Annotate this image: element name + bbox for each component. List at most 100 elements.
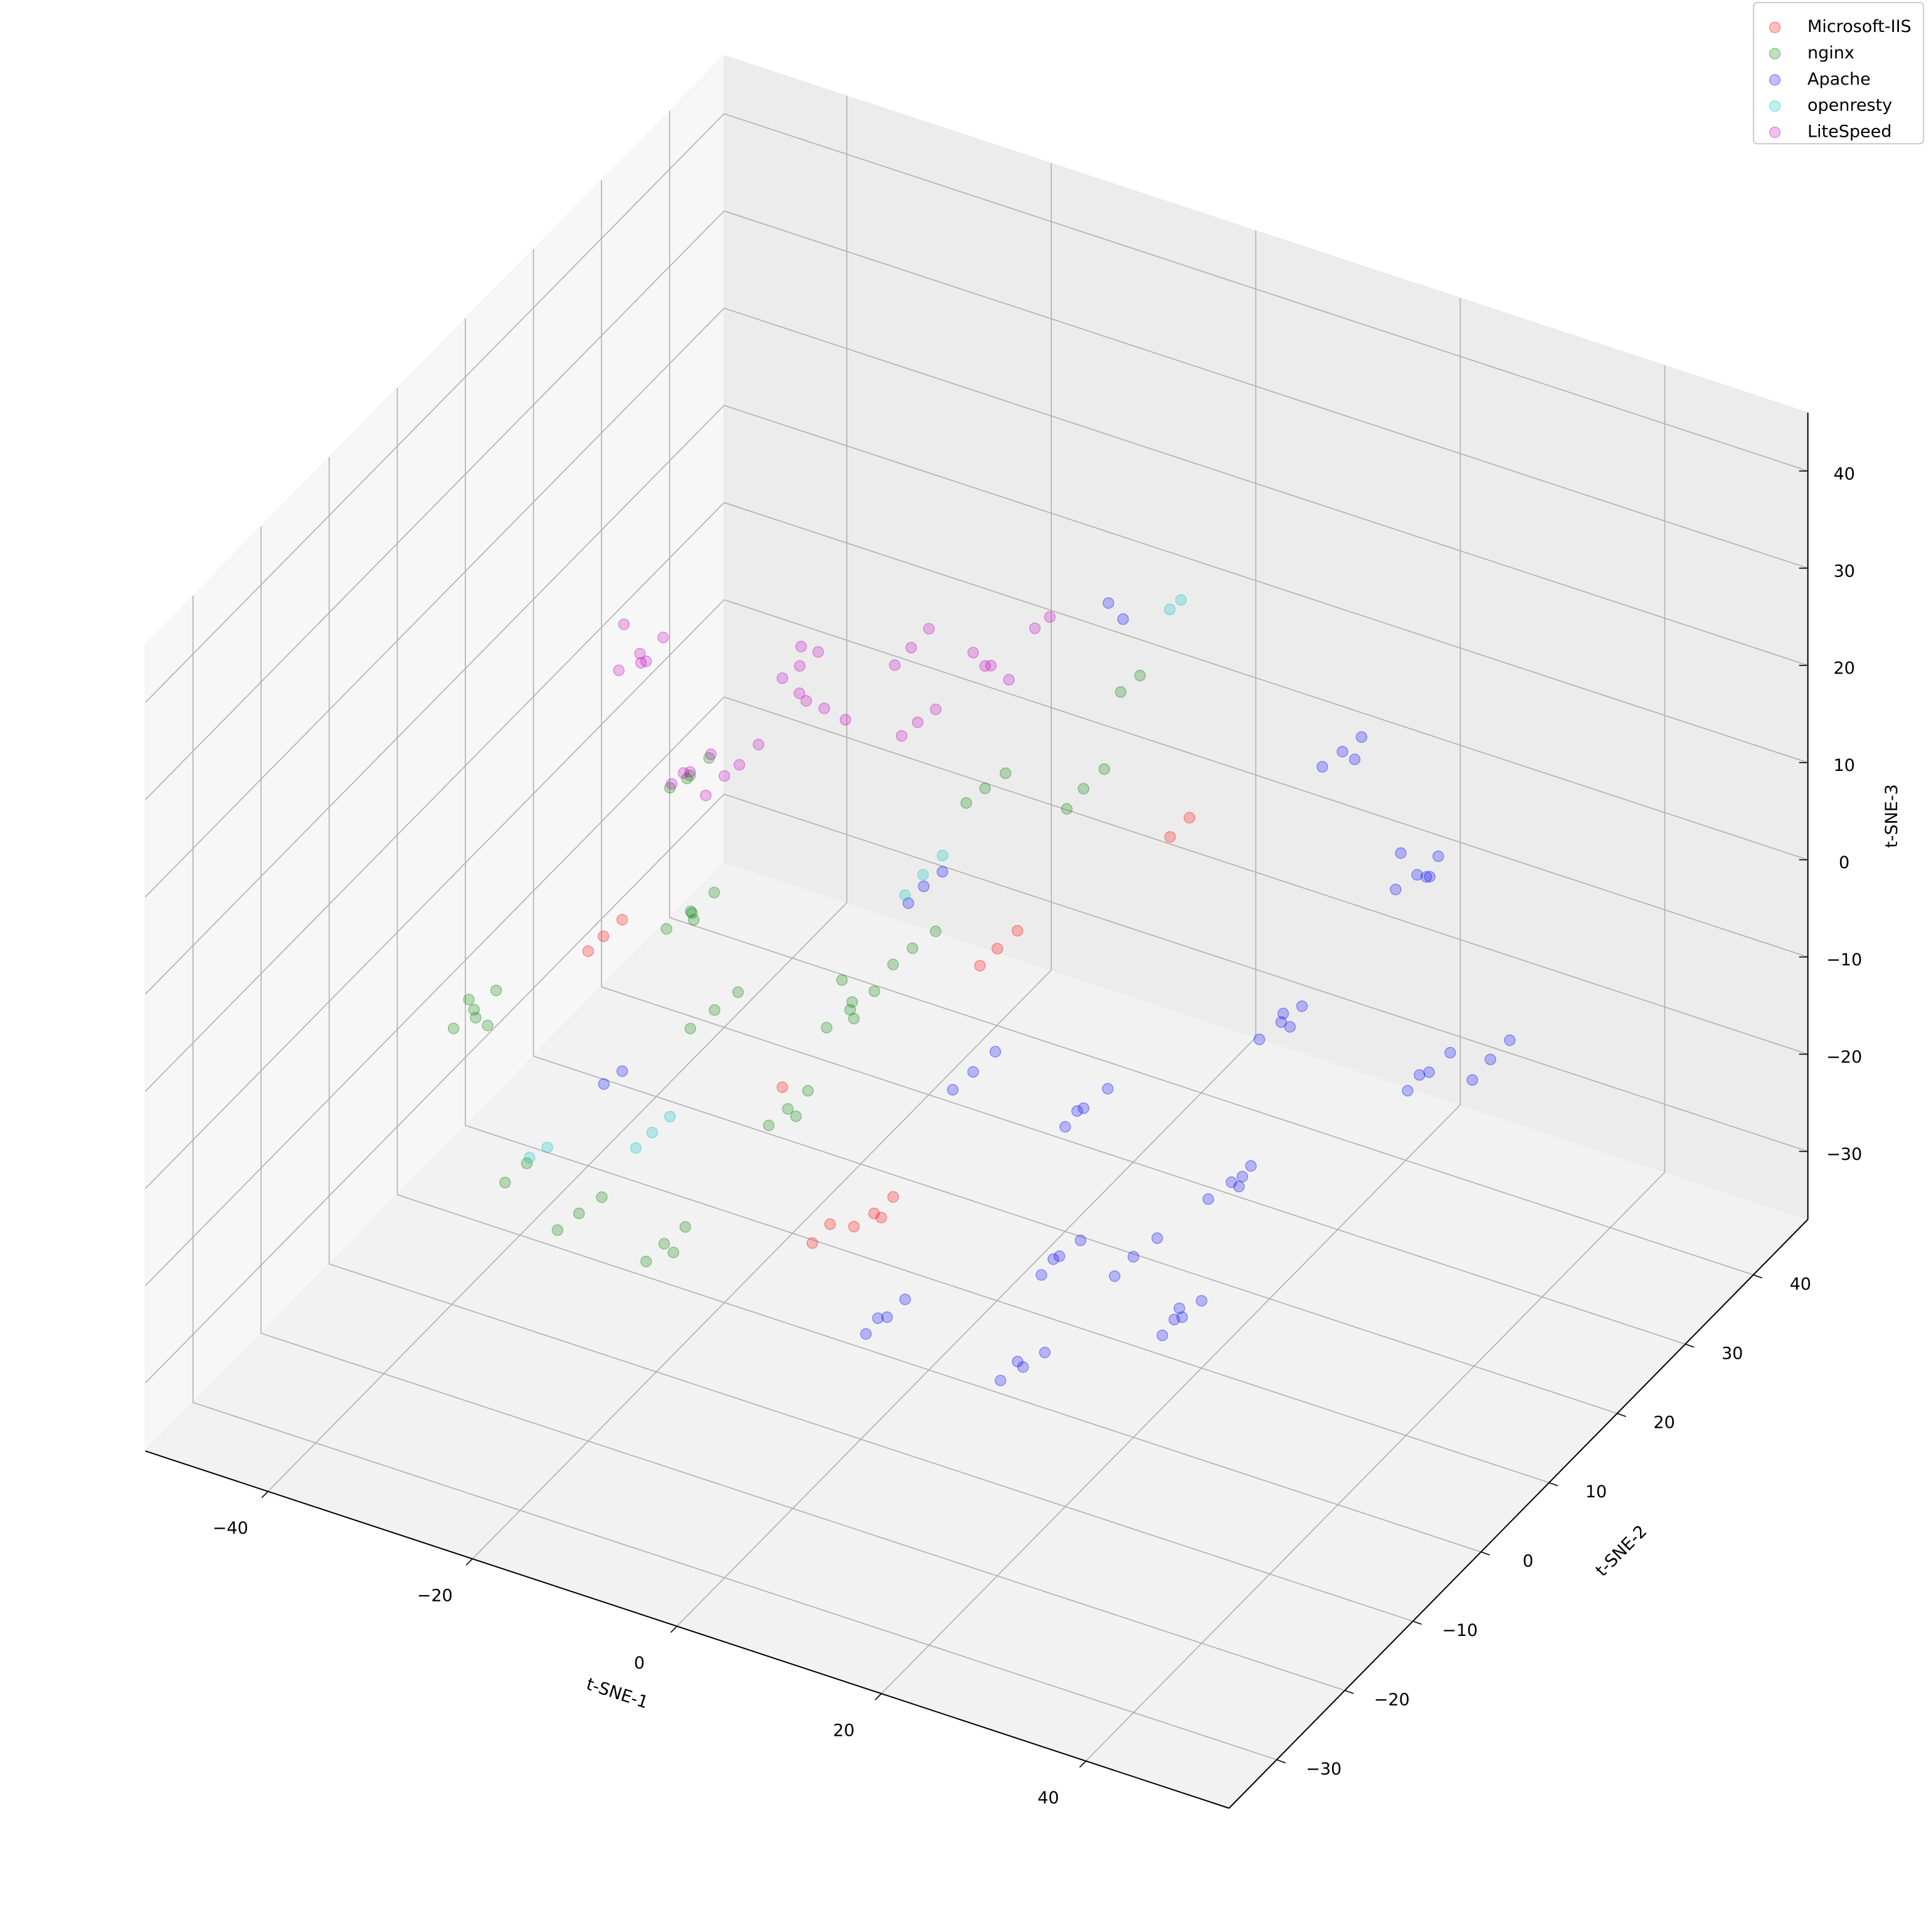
tick-mark	[1753, 1274, 1763, 1279]
data-point	[1284, 1021, 1296, 1033]
data-point	[1017, 1361, 1029, 1373]
x-tick-label: 20	[833, 1721, 854, 1740]
data-point	[1029, 622, 1041, 634]
panes	[144, 55, 1809, 1809]
grid-line	[329, 1263, 1414, 1622]
data-point	[889, 659, 901, 671]
grid-line	[145, 599, 725, 1189]
data-point	[802, 1085, 814, 1097]
legend-box	[1753, 2, 1925, 145]
data-point	[551, 1224, 564, 1236]
data-point	[753, 738, 764, 751]
data-point	[684, 1022, 697, 1035]
data-point	[846, 996, 859, 1008]
data-point	[899, 1293, 911, 1305]
z-tick-label: 20	[1833, 659, 1854, 678]
legend: Microsoft-IIS nginx Apache openresty LiteSpe…	[1753, 2, 1925, 145]
points	[447, 594, 1516, 1387]
grid-line	[472, 969, 1052, 1559]
data-point	[1173, 1302, 1185, 1314]
data-point	[1003, 674, 1015, 686]
data-point	[807, 1237, 818, 1249]
data-point	[1163, 603, 1176, 615]
data-point	[793, 660, 806, 672]
data-point	[1316, 761, 1328, 773]
data-point	[640, 656, 652, 667]
data-point	[499, 1177, 511, 1189]
data-point	[1277, 1007, 1289, 1020]
data-point	[1071, 1105, 1083, 1117]
data-point	[1059, 1121, 1071, 1133]
axis-line	[1229, 1219, 1809, 1809]
data-point	[681, 772, 693, 785]
data-point	[687, 914, 700, 926]
data-point	[868, 1208, 880, 1219]
data-point	[1127, 1251, 1140, 1263]
grid-line	[145, 210, 725, 800]
data-point	[573, 1208, 585, 1219]
data-point	[1444, 1046, 1456, 1059]
data-point	[872, 1312, 884, 1324]
grid-line	[724, 405, 1808, 763]
data-point	[1077, 783, 1089, 795]
data-point	[718, 770, 731, 782]
data-point	[598, 1078, 610, 1090]
data-point	[839, 714, 852, 726]
legend-marker	[1769, 100, 1781, 112]
data-point	[902, 897, 914, 910]
tick-mark	[1345, 1690, 1354, 1694]
data-point	[463, 994, 475, 1006]
data-point	[1109, 1270, 1121, 1282]
data-point	[967, 1066, 979, 1078]
data-point	[974, 960, 986, 972]
data-point	[646, 1127, 659, 1138]
legend-label: LiteSpeed	[1807, 122, 1891, 142]
data-point	[1054, 1250, 1066, 1262]
z-tick-label: −10	[1826, 950, 1862, 970]
data-point	[1395, 847, 1407, 859]
data-point	[929, 703, 942, 716]
data-point	[1183, 812, 1195, 824]
z-tick-label: −20	[1826, 1048, 1862, 1067]
grid-line	[397, 1194, 1481, 1552]
data-point	[1355, 731, 1368, 743]
data-point	[776, 1081, 788, 1093]
data-point	[618, 618, 630, 630]
y-tick-label: −20	[1374, 1690, 1410, 1709]
data-point	[490, 984, 502, 997]
grid-line	[724, 502, 1808, 861]
data-point	[1402, 1085, 1414, 1097]
data-point	[1176, 1311, 1188, 1324]
data-point	[790, 1110, 802, 1122]
grid-line	[724, 210, 1808, 569]
data-point	[1114, 686, 1127, 698]
data-point	[1233, 1181, 1245, 1192]
data-point	[991, 943, 1003, 955]
data-point	[1225, 1176, 1237, 1188]
data-point	[896, 730, 907, 742]
grid-line	[724, 794, 1808, 1152]
legend-marker	[1769, 74, 1781, 86]
data-point	[1423, 1066, 1435, 1078]
z-tick-label: 0	[1839, 853, 1849, 873]
data-point	[660, 923, 672, 935]
data-point	[979, 660, 992, 672]
data-point	[1039, 1346, 1051, 1359]
data-point	[776, 672, 788, 684]
data-point	[1077, 1102, 1090, 1115]
data-point	[917, 869, 929, 881]
data-point	[1164, 831, 1176, 843]
grid-line	[676, 1037, 1256, 1627]
data-point	[812, 646, 824, 658]
data-point	[733, 758, 746, 771]
data-point	[936, 866, 948, 878]
data-point	[468, 1004, 480, 1016]
grid-line	[724, 307, 1808, 666]
y-tick-label: 10	[1585, 1482, 1607, 1502]
data-point	[946, 1084, 959, 1096]
data-point	[848, 1012, 860, 1025]
data-point	[887, 1191, 899, 1203]
data-point	[795, 640, 807, 653]
data-point	[667, 1246, 679, 1258]
